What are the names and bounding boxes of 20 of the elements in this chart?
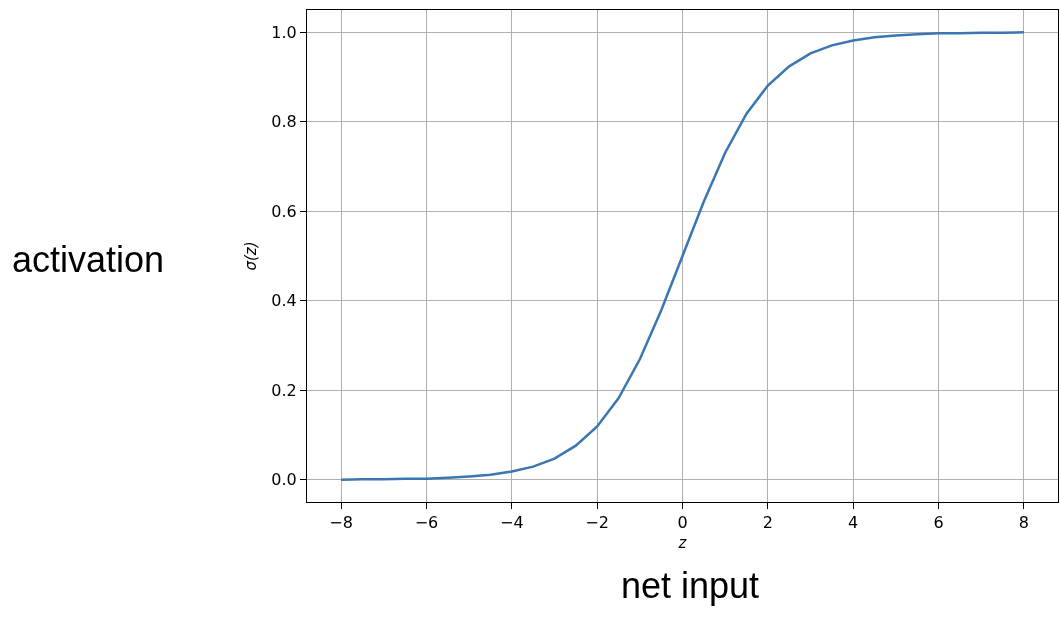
x-tick-label: −6 <box>414 513 439 533</box>
x-tick-label: −8 <box>329 513 353 533</box>
y-axis-title: σ(z) <box>242 241 261 271</box>
y-tick-label: 0.8 <box>271 112 297 132</box>
x-tick-label: 2 <box>762 513 773 533</box>
x-tick-label: −4 <box>500 513 524 533</box>
x-tick-label: 0 <box>677 513 688 533</box>
x-tick-label: −2 <box>585 513 609 533</box>
y-tick-label: 1.0 <box>271 22 297 42</box>
y-tick-label: 0.0 <box>271 470 297 490</box>
x-axis-title: z <box>677 534 688 553</box>
x-tick-label: 6 <box>933 513 944 533</box>
y-tick-label: 0.6 <box>271 201 297 221</box>
x-tick-label: 8 <box>1018 513 1029 533</box>
x-tick-label: 4 <box>848 513 859 533</box>
y-tick-label: 0.2 <box>271 380 297 400</box>
line-series <box>339 31 1026 481</box>
text: activation <box>12 239 165 280</box>
y-tick-label: 0.4 <box>271 291 297 311</box>
text: net input <box>621 565 760 606</box>
